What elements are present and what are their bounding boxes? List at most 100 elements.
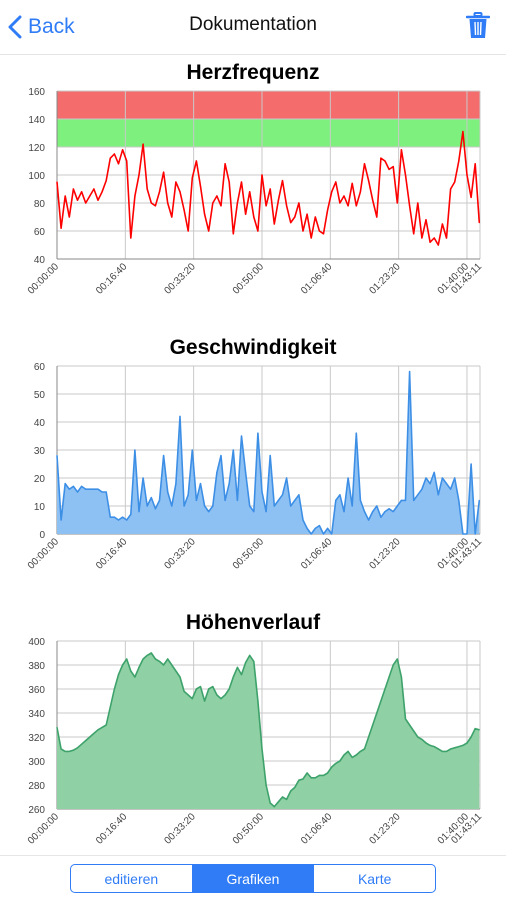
hr-point bbox=[179, 191, 181, 193]
speed-point bbox=[93, 488, 95, 490]
elev-point bbox=[191, 698, 193, 700]
elev-point bbox=[470, 736, 472, 738]
elev-point bbox=[60, 748, 62, 750]
speed-point bbox=[273, 505, 275, 507]
elev-point bbox=[126, 658, 128, 660]
elev-point bbox=[64, 750, 66, 752]
elev-point bbox=[171, 664, 173, 666]
speed-point bbox=[244, 471, 247, 473]
speed-point bbox=[437, 494, 439, 496]
hr-point bbox=[281, 180, 284, 182]
y-tick-label: 80 bbox=[34, 199, 46, 210]
hr-point bbox=[298, 202, 300, 204]
elev-point bbox=[253, 660, 255, 662]
trash-icon bbox=[465, 12, 491, 38]
hr-point bbox=[249, 191, 251, 193]
speed-point bbox=[462, 533, 464, 535]
elev-point bbox=[376, 712, 378, 714]
speed-point bbox=[56, 455, 58, 457]
speed-point bbox=[425, 477, 427, 479]
hr-point bbox=[273, 223, 275, 225]
elev-point bbox=[269, 802, 271, 804]
hr-point bbox=[441, 223, 443, 225]
speed-point bbox=[458, 499, 460, 501]
hr-point bbox=[417, 202, 419, 204]
hr-point bbox=[253, 216, 255, 218]
back-button[interactable]: Back bbox=[8, 10, 75, 44]
hr-point bbox=[437, 244, 439, 246]
speed-point bbox=[60, 519, 62, 521]
speed-point bbox=[138, 511, 140, 513]
elev-point bbox=[347, 750, 349, 752]
speed-point bbox=[281, 494, 284, 496]
elev-point bbox=[101, 726, 103, 728]
elev-point bbox=[474, 728, 476, 730]
elev-point bbox=[138, 666, 140, 668]
hr-point bbox=[56, 181, 58, 183]
hr-point bbox=[347, 205, 349, 207]
elev-point bbox=[85, 740, 87, 742]
speed-point bbox=[240, 435, 243, 437]
hr-point bbox=[462, 131, 464, 133]
hr-point bbox=[113, 153, 115, 155]
elev-point bbox=[413, 730, 415, 732]
x-tick-label: 00:50:00 bbox=[231, 811, 267, 847]
elev-point bbox=[113, 688, 115, 690]
speed-point bbox=[322, 533, 325, 535]
hr-point bbox=[208, 230, 210, 232]
speed-point bbox=[126, 519, 128, 521]
speed-point bbox=[130, 513, 132, 515]
speed-point bbox=[72, 485, 74, 487]
speed-point bbox=[408, 371, 411, 373]
elev-point bbox=[167, 658, 169, 660]
hr-point bbox=[400, 149, 402, 151]
speed-point bbox=[335, 499, 337, 501]
y-tick-label: 380 bbox=[28, 661, 45, 672]
hr-point bbox=[318, 230, 320, 232]
x-tick-label: 00:33:20 bbox=[162, 536, 198, 572]
hr-point bbox=[388, 168, 390, 170]
chart-title: Herzfrequenz bbox=[186, 61, 319, 84]
speed-point bbox=[158, 499, 161, 501]
speed-point bbox=[466, 533, 468, 535]
x-tick-label: 01:06:40 bbox=[299, 536, 335, 572]
elev-point bbox=[134, 676, 136, 678]
speed-point bbox=[367, 519, 370, 521]
speed-point bbox=[388, 508, 390, 510]
y-tick-label: 60 bbox=[34, 362, 46, 373]
elev-point bbox=[355, 754, 357, 756]
elev-point bbox=[384, 688, 386, 690]
hr-point bbox=[76, 199, 79, 201]
back-label: Back bbox=[28, 15, 75, 38]
elev-point bbox=[343, 754, 345, 756]
tab-map[interactable]: Karte bbox=[313, 865, 435, 892]
speed-point bbox=[101, 491, 103, 493]
elev-point bbox=[97, 729, 99, 731]
speed-point bbox=[203, 505, 206, 507]
speed-point bbox=[318, 525, 320, 527]
elev-point bbox=[216, 694, 218, 696]
elev-point bbox=[359, 750, 361, 752]
hr-point bbox=[236, 202, 238, 204]
x-tick-label: 00:33:20 bbox=[162, 811, 198, 847]
elev-point bbox=[322, 774, 325, 776]
speed-point bbox=[478, 499, 480, 501]
speed-point bbox=[212, 505, 214, 507]
tab-edit[interactable]: editieren bbox=[104, 870, 159, 887]
speed-point bbox=[257, 432, 259, 434]
delete-button[interactable] bbox=[465, 12, 491, 45]
y-tick-label: 340 bbox=[28, 709, 45, 720]
elev-point bbox=[396, 658, 398, 660]
y-tick-label: 60 bbox=[34, 227, 46, 238]
speed-point bbox=[290, 505, 292, 507]
speed-point bbox=[261, 491, 263, 493]
hr-point bbox=[60, 227, 62, 229]
tab-charts[interactable]: Grafiken bbox=[191, 865, 314, 892]
x-tick-label: 00:16:40 bbox=[94, 261, 130, 297]
hr-point bbox=[429, 241, 431, 243]
elev-point bbox=[466, 742, 468, 744]
speed-point bbox=[396, 505, 398, 507]
speed-point bbox=[302, 519, 304, 521]
elev-point bbox=[89, 736, 91, 738]
elev-point bbox=[175, 670, 177, 672]
